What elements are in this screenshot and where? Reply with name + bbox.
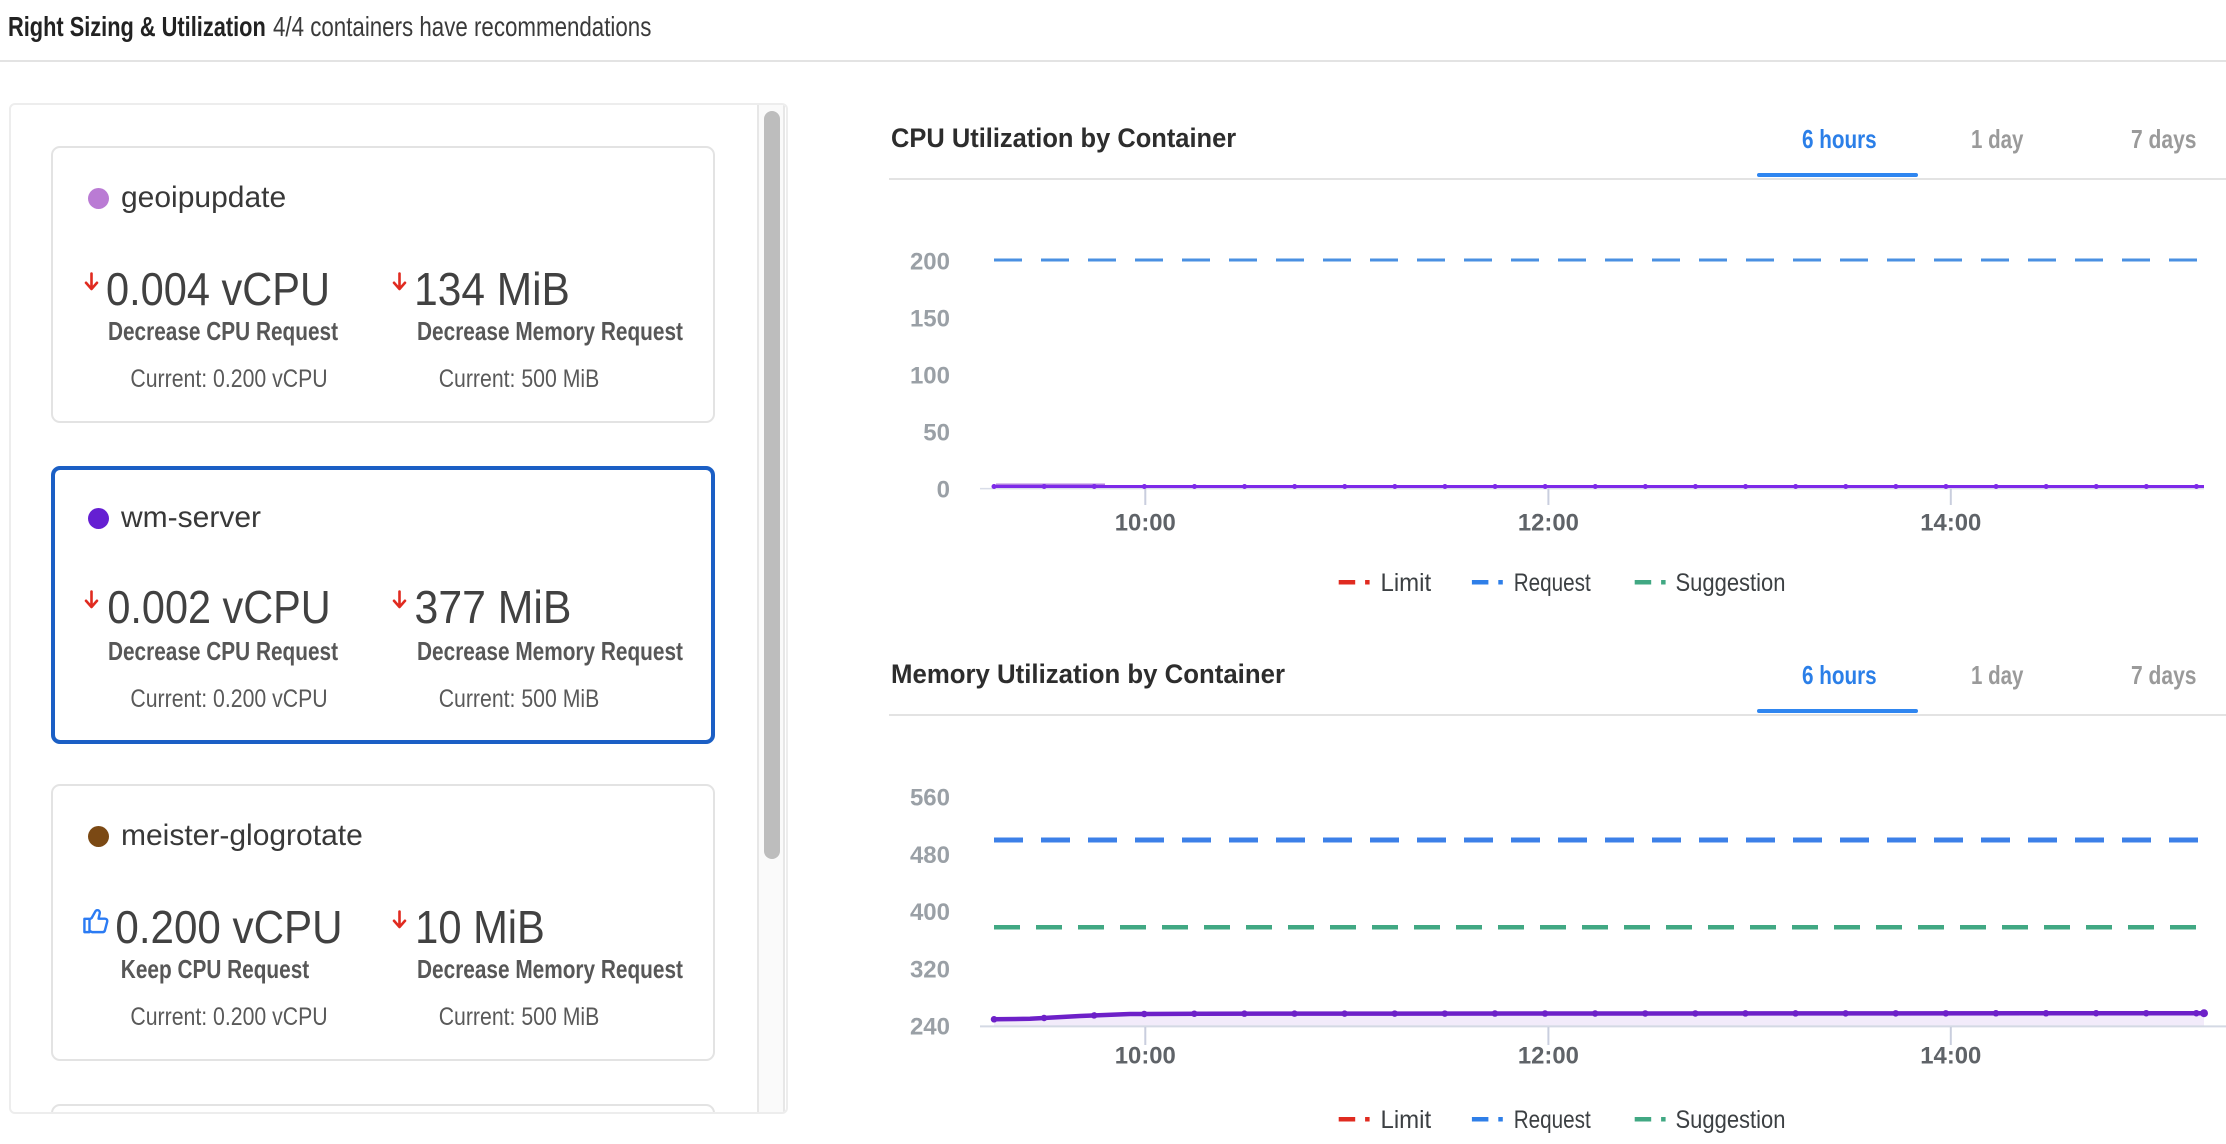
svg-text:400: 400: [910, 899, 950, 926]
svg-text:12:00: 12:00: [1518, 1043, 1579, 1070]
svg-text:14:00: 14:00: [1920, 1043, 1981, 1070]
svg-text:150: 150: [910, 306, 950, 333]
svg-text:Suggestion: Suggestion: [1676, 1106, 1786, 1134]
svg-text:Request: Request: [1514, 569, 1591, 597]
svg-text:480: 480: [910, 842, 950, 869]
svg-text:Limit: Limit: [1381, 569, 1432, 597]
svg-text:Request: Request: [1514, 1106, 1591, 1134]
svg-text:10:00: 10:00: [1115, 1043, 1176, 1070]
svg-text:560: 560: [910, 785, 950, 812]
svg-text:Suggestion: Suggestion: [1676, 569, 1786, 597]
svg-text:240: 240: [910, 1014, 950, 1041]
svg-text:100: 100: [910, 363, 950, 390]
svg-text:320: 320: [910, 956, 950, 983]
svg-text:Limit: Limit: [1381, 1106, 1432, 1134]
svg-text:50: 50: [923, 420, 950, 447]
svg-text:200: 200: [910, 249, 950, 276]
svg-text:12:00: 12:00: [1518, 509, 1579, 536]
svg-text:14:00: 14:00: [1920, 509, 1981, 536]
svg-text:10:00: 10:00: [1115, 509, 1176, 536]
svg-text:0: 0: [937, 477, 950, 504]
